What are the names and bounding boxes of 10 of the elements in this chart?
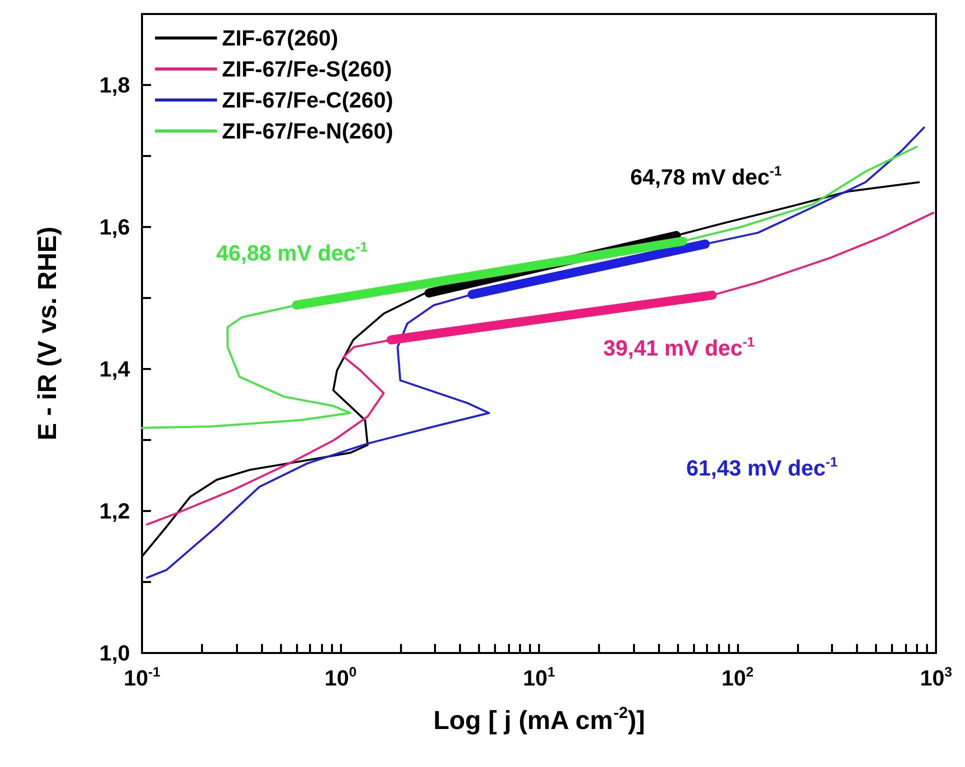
legend-label: ZIF-67/Fe-N(260) [222,118,394,144]
y-tick-label: 1,0 [99,640,130,666]
y-tick-label: 1,8 [99,72,130,98]
y-tick-label: 1,4 [99,356,131,382]
legend-label: ZIF-67(260) [222,26,338,50]
y-axis-title: E - iR (V vs. RHE) [32,226,62,440]
y-tick-label: 1,6 [99,214,130,240]
legend-label: ZIF-67/Fe-C(260) [222,88,394,112]
y-tick-label: 1,2 [99,498,130,524]
legend-label: ZIF-67/Fe-S(260) [222,56,392,82]
